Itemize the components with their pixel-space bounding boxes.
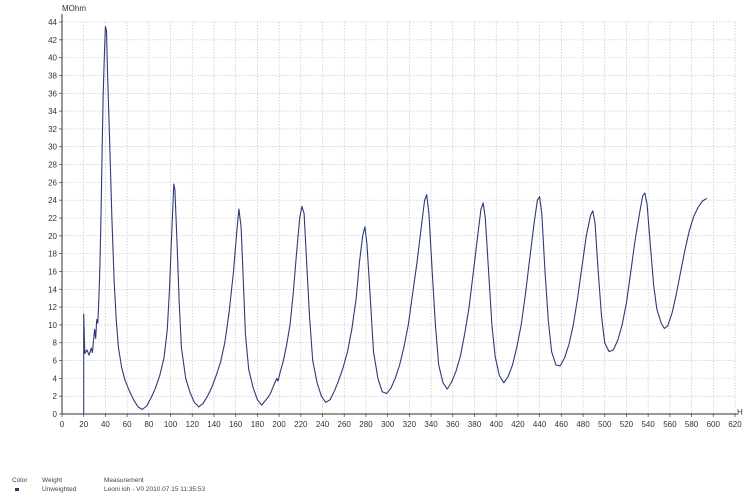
x-tick-label: 420 [511,420,525,429]
y-tick-label: 42 [48,36,57,45]
y-tick-label: 34 [48,107,57,116]
x-tick-label: 600 [707,420,721,429]
x-tick-label: 260 [338,420,352,429]
legend-measurement: Leoni ioh - V0 2010.07.15 11:35:53 [104,486,206,493]
legend: Color Weight Measurement Unweighted Leon… [12,476,205,494]
x-tick-label: 180 [251,420,265,429]
legend-header-measurement: Measurement [104,477,144,484]
x-tick-label: 140 [207,420,221,429]
axes [59,14,737,417]
y-tick-labels: 0246810121416182022242628303234363840424… [48,18,57,419]
legend-row: Unweighted Leoni ioh - V0 2010.07.15 11:… [12,485,205,494]
series-group [83,25,708,414]
x-tick-label: 560 [663,420,677,429]
legend-header-row: Color Weight Measurement [12,476,205,485]
y-tick-label: 24 [48,196,57,205]
y-tick-label: 12 [48,303,57,312]
x-tick-label: 360 [446,420,460,429]
grid [62,21,736,414]
y-tick-label: 26 [48,178,57,187]
x-tick-label: 400 [490,420,504,429]
x-tick-label: 320 [403,420,417,429]
x-tick-label: 200 [272,420,286,429]
x-tick-label: 220 [294,420,308,429]
x-tick-label: 60 [123,420,132,429]
y-tick-label: 18 [48,250,57,259]
resistance-line-chart: MOhm 0 20 40 60 80 100 120 140 160 180 200 220 240 26… [48,4,743,429]
y-tick-label: 8 [53,339,58,348]
y-tick-label: 2 [53,392,58,401]
y-tick-label: 0 [53,410,58,419]
x-tick-label: 240 [316,420,330,429]
x-tick-label: 580 [685,420,699,429]
x-tick-label: 620 [728,420,742,429]
y-axis-unit: MOhm [62,4,86,13]
x-tick-label: 80 [144,420,153,429]
y-tick-label: 16 [48,267,57,276]
legend-color-swatch [15,488,19,491]
x-tick-labels: 0 20 40 60 80 100 120 140 160 180 200 220 240 260 280 3… [60,420,742,429]
y-tick-label: 20 [48,232,57,241]
legend-header-color: Color [12,477,28,484]
x-tick-label: 280 [359,420,373,429]
y-tick-label: 22 [48,214,57,223]
y-tick-label: 28 [48,161,57,170]
y-tick-label: 36 [48,89,57,98]
y-tick-label: 14 [48,285,57,294]
x-tick-label: 340 [424,420,438,429]
y-tick-label: 32 [48,125,57,134]
x-tick-label: 460 [555,420,569,429]
y-tick-label: 30 [48,143,57,152]
legend-header-weight: Weight [42,477,63,484]
y-tick-label: 10 [48,321,57,330]
y-tick-label: 44 [48,18,57,27]
x-tick-label: 0 [60,420,65,429]
x-tick-label: 160 [229,420,243,429]
y-tick-label: 38 [48,71,57,80]
x-tick-label: 120 [186,420,200,429]
x-tick-label: 480 [576,420,590,429]
x-tick-label: 20 [79,420,88,429]
legend-weight: Unweighted [42,486,77,493]
x-tick-label: 440 [533,420,547,429]
series-line-0 [83,25,708,414]
x-tick-label: 300 [381,420,395,429]
x-tick-label: 380 [468,420,482,429]
x-tick-label: 540 [641,420,655,429]
y-tick-label: 6 [53,357,58,366]
x-tick-label: 520 [620,420,634,429]
y-tick-label: 40 [48,54,57,63]
x-axis-unit: H [737,408,743,417]
x-tick-label: 100 [164,420,178,429]
x-tick-label: 40 [101,420,110,429]
y-tick-label: 4 [53,374,58,383]
x-tick-label: 500 [598,420,612,429]
